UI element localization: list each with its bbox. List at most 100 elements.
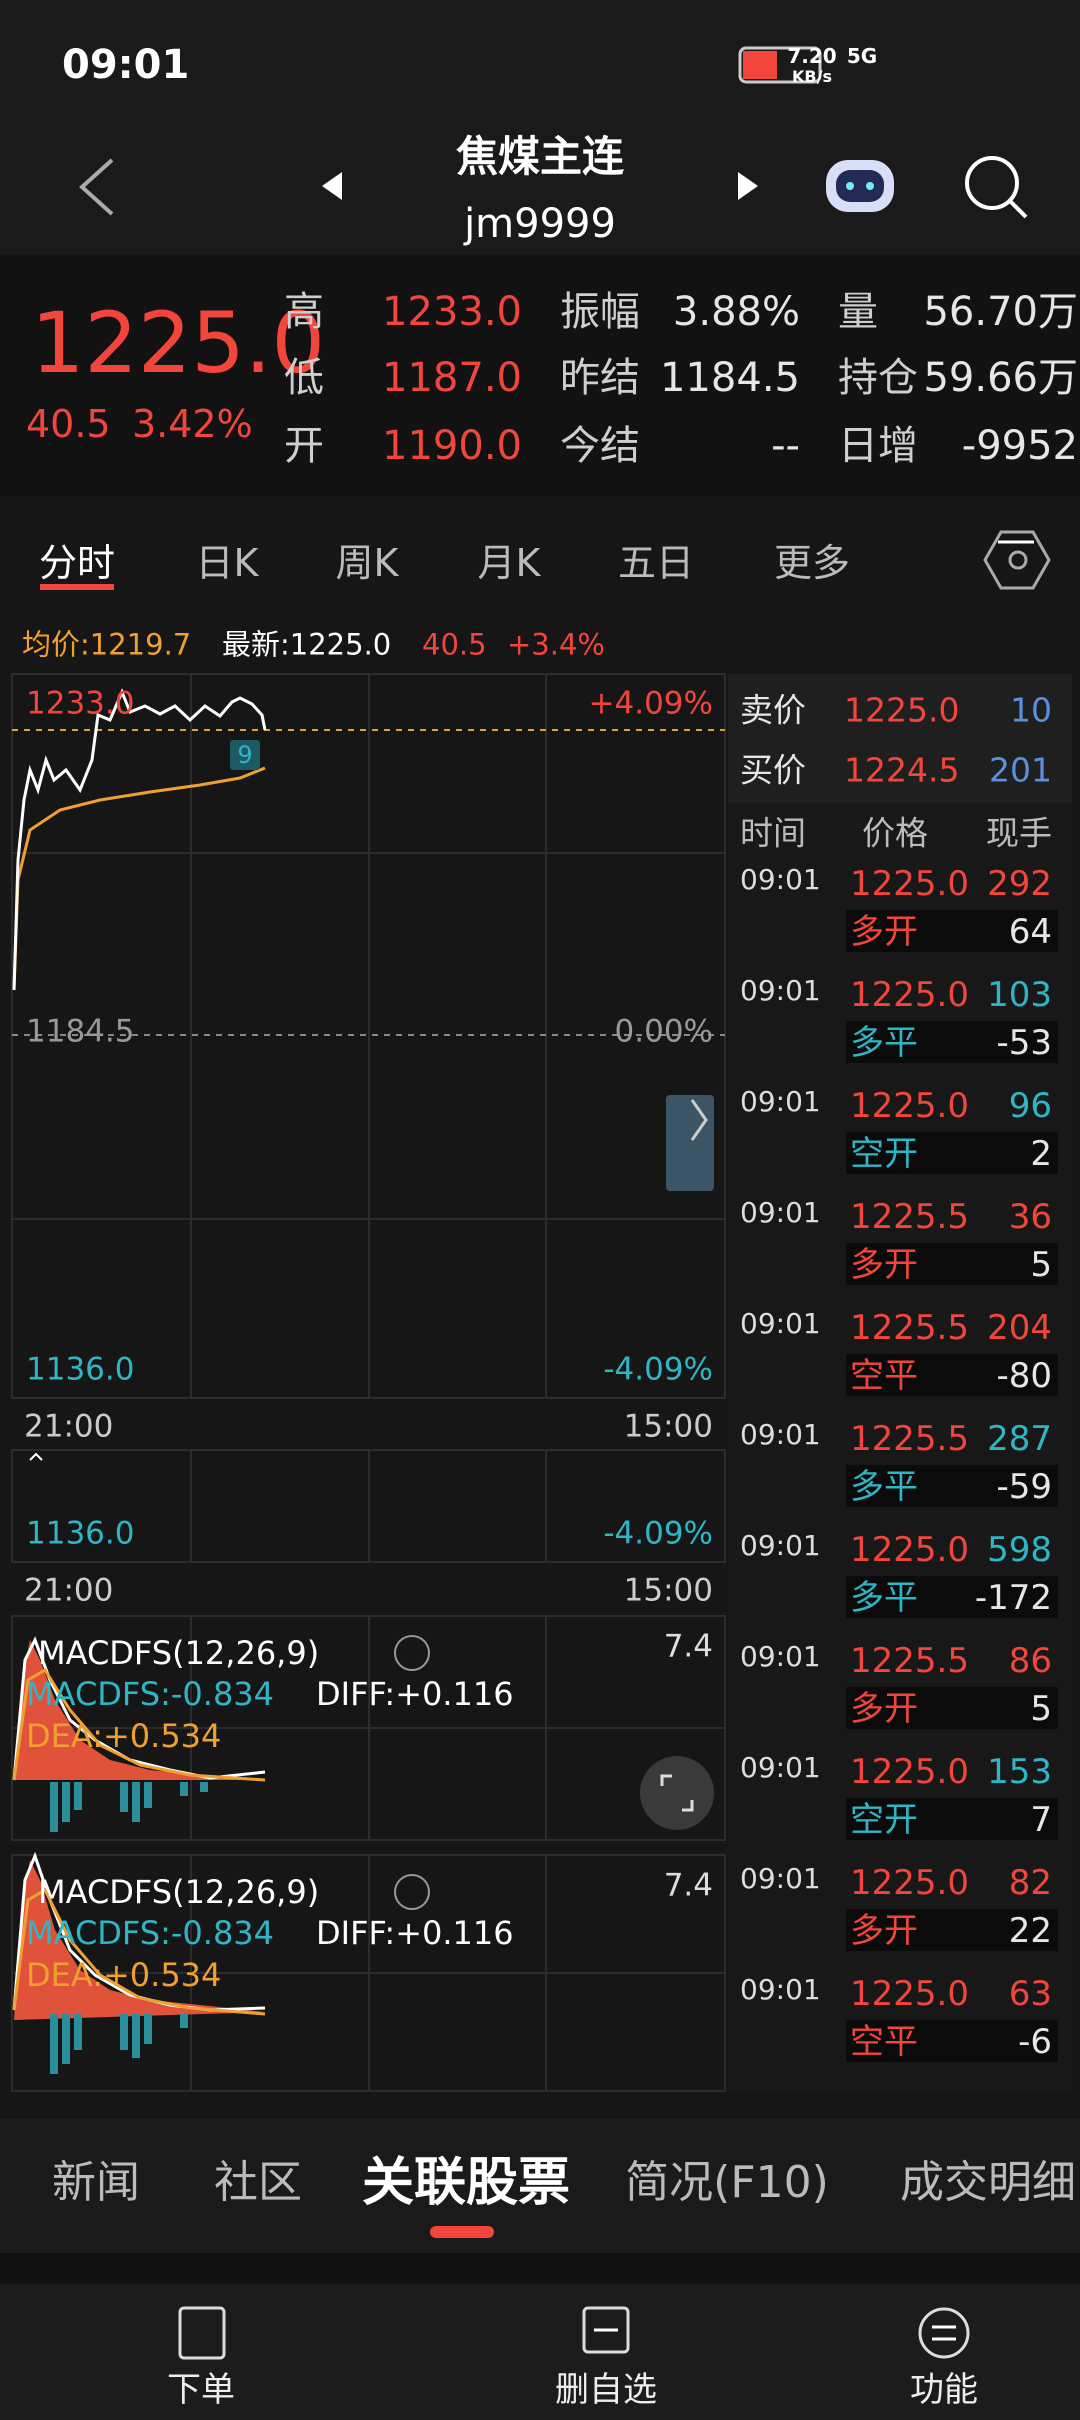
vol-low-pct: -4.09% — [603, 1515, 713, 1552]
bottom-tab[interactable]: 简况(F10) — [625, 2157, 829, 2208]
vol-start-time: 21:00 — [24, 1572, 114, 1609]
trade-price: 1225.5 — [850, 1641, 969, 1681]
tab[interactable]: 月K — [477, 541, 541, 585]
trade-strip — [846, 1576, 1058, 1618]
bottom-tab[interactable]: 新闻 — [52, 2157, 140, 2208]
tab-indicator — [430, 2226, 494, 2238]
trade-time: 09:01 — [740, 1973, 821, 2006]
macd-value: MACDFS:-0.834 — [26, 1914, 275, 1952]
quote-label: 日增 — [838, 423, 918, 469]
trade-price: 1225.5 — [850, 1308, 969, 1348]
trade-price: 1225.0 — [850, 1863, 969, 1903]
base-pct: 0.00% — [614, 1013, 713, 1050]
trade-qty: 103 — [987, 975, 1052, 1015]
quote-label: 量 — [838, 289, 878, 335]
trade-strip — [846, 1243, 1058, 1285]
macd-dea: DEA:+0.534 — [26, 1717, 222, 1755]
change: 40.5 — [26, 402, 111, 446]
trade-price: 1225.0 — [850, 1530, 969, 1570]
info-change-pct: +3.4% — [507, 627, 605, 662]
trade-time: 09:01 — [740, 1307, 821, 1340]
trade-qty: 96 — [1008, 1086, 1052, 1126]
tab[interactable]: 五日 — [617, 541, 695, 585]
trade-time: 09:01 — [740, 863, 821, 896]
trade-strip — [846, 2020, 1058, 2062]
nav-item[interactable]: 删自选 — [555, 2370, 657, 2410]
status-time: 09:01 — [62, 42, 190, 88]
trade-time: 09:01 — [740, 1085, 821, 1118]
macd-max: 7.4 — [663, 1628, 713, 1665]
change-pct: 3.42% — [132, 402, 253, 446]
tab[interactable]: 分时 — [38, 541, 116, 585]
trade-time: 09:01 — [740, 1418, 821, 1451]
macd-decor — [12, 1635, 714, 2074]
trade-change: 5 — [1030, 1689, 1052, 1729]
trade-type: 多平 — [850, 1578, 918, 1618]
quote-label: 低 — [284, 355, 324, 401]
trades-header: 现手 — [986, 813, 1052, 853]
quote-label: 昨结 — [560, 355, 640, 401]
quote-label: 高 — [284, 289, 324, 335]
bid-price: 1224.5 — [844, 750, 960, 790]
tab[interactable]: 更多 — [773, 541, 851, 585]
macd-max: 7.4 — [663, 1867, 713, 1904]
trade-strip — [846, 1132, 1058, 1174]
volume-line — [29, 1452, 43, 1461]
trade-qty: 86 — [1008, 1641, 1052, 1681]
trade-change: 7 — [1030, 1800, 1052, 1840]
trade-qty: 292 — [987, 864, 1052, 904]
quote-label: 开 — [284, 423, 324, 469]
trade-type: 多平 — [850, 1467, 918, 1507]
trade-price: 1225.0 — [850, 975, 969, 1015]
signal: 5G — [846, 44, 878, 68]
macd-title[interactable]: MACDFS(12,26,9) — [38, 1873, 320, 1911]
quote-label: 持仓 — [838, 355, 918, 401]
trades-header: 价格 — [862, 813, 928, 853]
trade-time: 09:01 — [740, 1751, 821, 1784]
nav-item[interactable]: 功能 — [910, 2370, 978, 2410]
ask-price: 1225.0 — [844, 690, 960, 730]
macd-value: MACDFS:-0.834 — [26, 1675, 275, 1713]
avg-price: 均价:1219.7 — [22, 627, 192, 662]
expand-button[interactable] — [666, 1095, 714, 1191]
net-unit: KB/s — [792, 67, 832, 86]
bottom-tab[interactable]: 社区 — [214, 2157, 302, 2208]
trade-change: -59 — [996, 1467, 1052, 1507]
trade-change: -80 — [996, 1356, 1052, 1396]
macd-diff: DIFF:+0.116 — [316, 1914, 514, 1952]
macd-title[interactable]: MACDFS(12,26,9) — [38, 1634, 320, 1672]
trade-type: 空平 — [850, 1356, 918, 1396]
trade-price: 1225.5 — [850, 1197, 969, 1237]
bid-label: 买价 — [740, 750, 806, 790]
low-pct: -4.09% — [603, 1351, 713, 1388]
trade-change: -53 — [996, 1023, 1052, 1063]
bottom-tab[interactable]: 成交明细 — [900, 2157, 1076, 2208]
end-time: 15:00 — [623, 1408, 713, 1445]
trade-time: 09:01 — [740, 1529, 821, 1562]
order-book-bg — [728, 674, 1072, 803]
trade-type: 多开 — [850, 912, 918, 952]
header-bg — [0, 0, 1080, 255]
bid-volume: 201 — [989, 750, 1052, 790]
tab[interactable]: 周K — [335, 541, 399, 585]
trade-type: 多平 — [850, 1023, 918, 1063]
net-speed: 7.20 — [787, 44, 837, 68]
start-time: 21:00 — [24, 1408, 114, 1445]
ask-label: 卖价 — [740, 690, 806, 730]
trade-change: 64 — [1008, 912, 1052, 952]
quote-value: 59.66万 — [923, 355, 1078, 401]
trade-qty: 63 — [1008, 1974, 1052, 2014]
trade-price: 1225.0 — [850, 864, 969, 904]
high-pct: +4.09% — [588, 685, 713, 722]
trade-qty: 598 — [987, 1530, 1052, 1570]
nav-item[interactable]: 下单 — [167, 2370, 235, 2410]
tab[interactable]: 日K — [195, 541, 259, 585]
trade-type: 空平 — [850, 2022, 918, 2062]
trade-qty: 287 — [987, 1419, 1052, 1459]
trade-change: 2 — [1030, 1134, 1052, 1174]
bottom-tab[interactable]: 关联股票 — [361, 2153, 571, 2213]
trade-strip — [846, 1909, 1058, 1951]
bottom-tabs-bg — [0, 2118, 1080, 2253]
trade-type: 空开 — [850, 1134, 918, 1174]
